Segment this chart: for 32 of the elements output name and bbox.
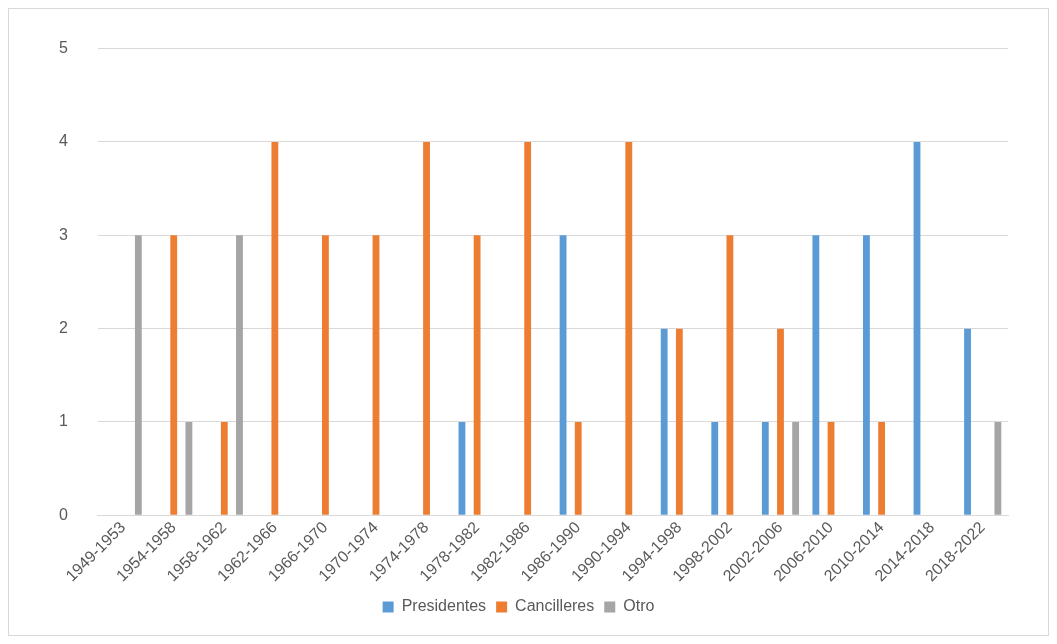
bar	[524, 141, 532, 515]
y-tick-label: 5	[58, 39, 68, 57]
bar	[574, 421, 582, 515]
bar	[220, 421, 228, 515]
y-tick-label: 3	[58, 225, 68, 243]
bar	[423, 141, 430, 515]
y-tick-label: 1	[58, 412, 68, 430]
legend-label: Cancilleres	[515, 597, 595, 615]
bar	[473, 235, 481, 515]
bar	[777, 328, 784, 515]
bar	[964, 328, 971, 515]
bar	[236, 235, 243, 515]
bar	[994, 421, 1002, 515]
bar	[660, 328, 668, 515]
bar	[322, 235, 329, 515]
bar	[185, 421, 193, 515]
bar	[271, 141, 279, 515]
bar	[878, 421, 886, 515]
bar	[711, 421, 719, 515]
bar	[792, 421, 800, 515]
y-tick-label: 4	[58, 132, 68, 150]
y-tick-label: 2	[58, 319, 68, 337]
bar	[170, 235, 178, 515]
bar	[134, 235, 142, 515]
bar	[863, 235, 870, 515]
bar	[675, 328, 683, 515]
bar	[812, 235, 820, 515]
legend-label: Presidentes	[401, 597, 487, 615]
y-tick-label: 0	[58, 505, 68, 523]
bar	[761, 421, 769, 515]
legend-label: Otro	[623, 597, 655, 615]
bar	[625, 141, 633, 515]
